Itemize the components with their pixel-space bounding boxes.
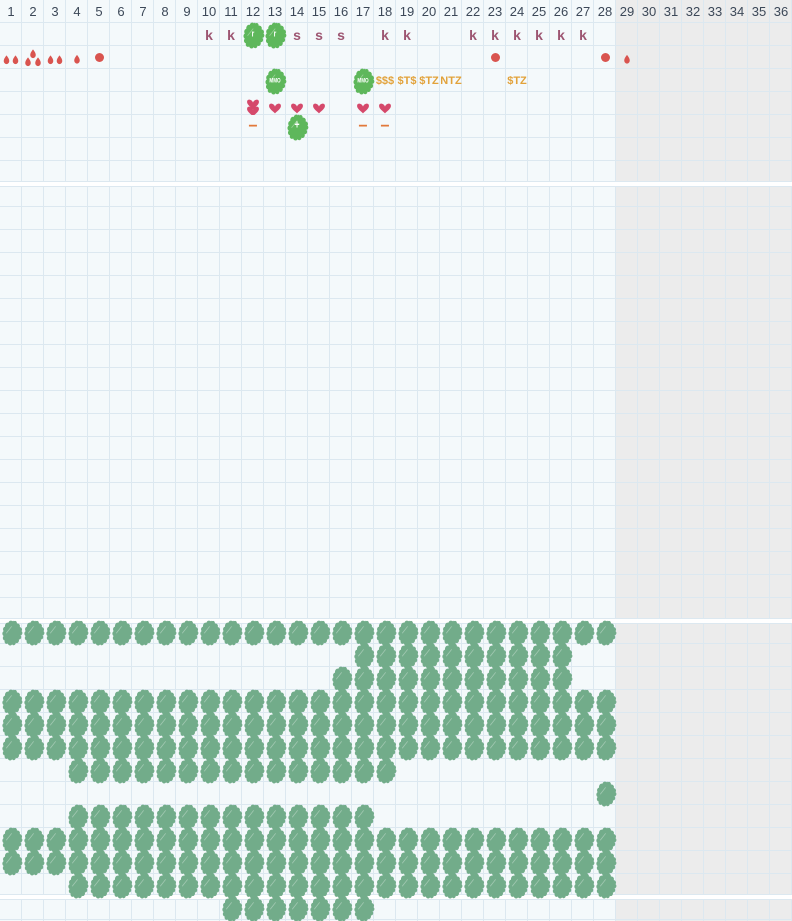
svg-text:r: r [274,28,277,38]
svg-text:MMO: MMO [357,78,369,85]
svg-text:MMO: MMO [269,78,281,85]
svg-text:r: r [252,28,255,38]
svg-text:+: + [294,119,299,131]
